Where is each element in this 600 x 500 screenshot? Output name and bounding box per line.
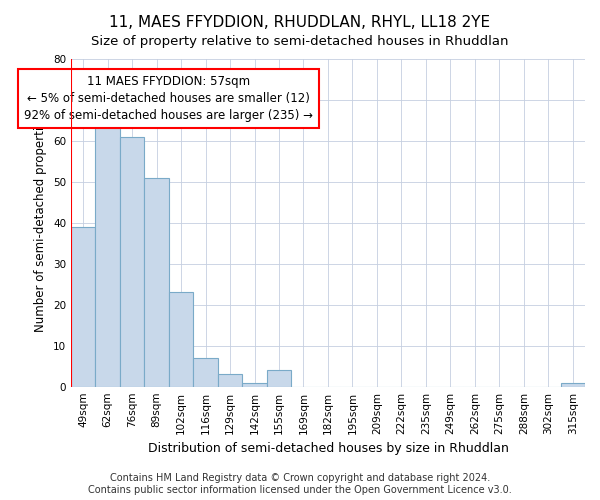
Bar	[242, 382, 267, 386]
Bar	[267, 370, 291, 386]
Bar	[193, 358, 218, 386]
Bar	[560, 382, 585, 386]
Y-axis label: Number of semi-detached properties: Number of semi-detached properties	[34, 114, 47, 332]
Bar	[71, 227, 95, 386]
Text: 11, MAES FFYDDION, RHUDDLAN, RHYL, LL18 2YE: 11, MAES FFYDDION, RHUDDLAN, RHYL, LL18 …	[109, 15, 491, 30]
X-axis label: Distribution of semi-detached houses by size in Rhuddlan: Distribution of semi-detached houses by …	[148, 442, 508, 455]
Text: Size of property relative to semi-detached houses in Rhuddlan: Size of property relative to semi-detach…	[91, 35, 509, 48]
Bar	[120, 137, 145, 386]
Bar	[145, 178, 169, 386]
Text: 11 MAES FFYDDION: 57sqm
← 5% of semi-detached houses are smaller (12)
92% of sem: 11 MAES FFYDDION: 57sqm ← 5% of semi-det…	[25, 76, 313, 122]
Bar	[218, 374, 242, 386]
Bar	[95, 116, 120, 386]
Text: Contains HM Land Registry data © Crown copyright and database right 2024.
Contai: Contains HM Land Registry data © Crown c…	[88, 474, 512, 495]
Bar	[169, 292, 193, 386]
